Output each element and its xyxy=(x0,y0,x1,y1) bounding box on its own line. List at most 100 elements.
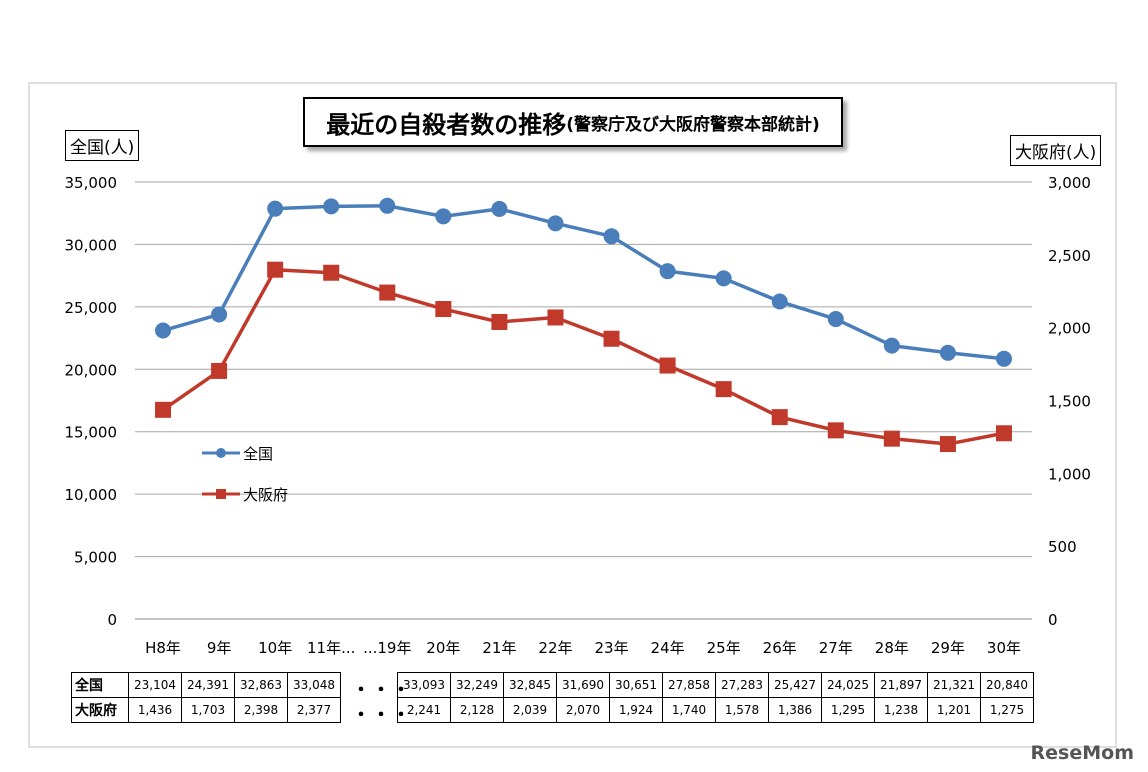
table-cell: 33,048 xyxy=(287,672,341,698)
table-cell: 23,104 xyxy=(128,672,182,698)
data-point xyxy=(491,200,508,217)
table-cell: 2,039 xyxy=(503,697,557,723)
table-cell: 2,070 xyxy=(556,697,610,723)
right-tick-label: 0 xyxy=(1048,611,1058,629)
table-cell: 27,858 xyxy=(662,672,716,698)
data-point xyxy=(379,197,396,214)
data-point xyxy=(211,306,228,323)
table-cell: 32,863 xyxy=(234,672,288,698)
data-point xyxy=(883,337,900,354)
gap-marker-2: ・・・ xyxy=(352,705,412,726)
data-point xyxy=(379,284,396,301)
data-point xyxy=(155,401,172,418)
table-cell: 24,391 xyxy=(181,672,235,698)
legend-marker xyxy=(216,448,226,458)
right-axis-ticks: 0 500 1,000 1,500 2,000 2,500 3,000 xyxy=(1048,174,1091,629)
data-point xyxy=(435,208,452,225)
table-cell: 1,578 xyxy=(715,697,769,723)
x-tick-label: 26年 xyxy=(763,639,797,657)
x-tick-label: 21年 xyxy=(482,639,516,657)
table-cell: 27,283 xyxy=(715,672,769,698)
left-tick-label: 0 xyxy=(107,611,117,629)
table-cell: 1,201 xyxy=(927,697,981,723)
data-point xyxy=(771,293,788,310)
table-cell: 1,275 xyxy=(980,697,1034,723)
table-cell: 1,436 xyxy=(128,697,182,723)
data-table-right: 33,093 32,249 32,845 31,690 30,651 27,858 27,2… xyxy=(397,672,1034,723)
table-cell: 2,377 xyxy=(287,697,341,723)
legend-label: 全国 xyxy=(243,445,273,463)
table-row: 全国 23,104 24,391 32,863 33,048 xyxy=(71,672,341,698)
right-axis-label: 大阪府(人) xyxy=(1010,135,1102,166)
x-tick-label: 11年... xyxy=(307,639,355,657)
series-line-0 xyxy=(162,204,1005,361)
x-tick-label: 24年 xyxy=(651,639,685,657)
chart-title-box: 最近の自殺者数の推移 (警察庁及び大阪府警察本部統計) xyxy=(303,97,843,147)
data-point xyxy=(659,263,676,280)
data-point xyxy=(715,381,732,398)
left-tick-label: 15,000 xyxy=(65,424,118,442)
table-cell: 32,845 xyxy=(503,672,557,698)
data-point xyxy=(827,311,844,328)
data-point xyxy=(603,228,620,245)
chart-subtitle: (警察庁及び大阪府警察本部統計) xyxy=(566,114,820,135)
data-point xyxy=(715,270,732,287)
data-point xyxy=(603,330,620,347)
data-point xyxy=(323,264,340,281)
table-cell: 1,238 xyxy=(874,697,928,723)
table-row: 33,093 32,249 32,845 31,690 30,651 27,858 27,2… xyxy=(397,672,1034,698)
data-point xyxy=(827,422,844,439)
table-row-label: 大阪府 xyxy=(71,697,129,723)
table-cell: 1,703 xyxy=(181,697,235,723)
data-point xyxy=(883,430,900,447)
series-lines xyxy=(155,197,1012,453)
table-cell: 2,398 xyxy=(234,697,288,723)
x-axis-categories: H8年 9年 10年 11年... ...19年 20年 21年 22年 23年 24年 25年 26… xyxy=(145,639,1021,657)
left-axis-ticks: 0 5,000 10,000 15,000 20,000 25,000 30,000 35,0… xyxy=(65,174,118,629)
data-point xyxy=(435,301,452,318)
left-tick-label: 25,000 xyxy=(65,299,118,317)
table-cell: 30,651 xyxy=(609,672,663,698)
x-tick-label: 28年 xyxy=(875,639,909,657)
table-cell: 33,093 xyxy=(397,672,451,698)
data-point xyxy=(323,198,340,215)
right-tick-label: 2,500 xyxy=(1048,247,1091,265)
data-table-left: 全国 23,104 24,391 32,863 33,048 大阪府 1,436 1,703 2… xyxy=(71,672,341,723)
data-point xyxy=(267,200,284,217)
right-tick-label: 3,000 xyxy=(1048,174,1091,192)
table-cell: 21,897 xyxy=(874,672,928,698)
table-cell: 21,321 xyxy=(927,672,981,698)
x-tick-label: 29年 xyxy=(931,639,965,657)
table-cell: 1,740 xyxy=(662,697,716,723)
legend-label: 大阪府 xyxy=(243,486,288,504)
table-cell: 2,128 xyxy=(450,697,504,723)
table-cell: 2,241 xyxy=(397,697,451,723)
left-tick-label: 35,000 xyxy=(65,174,118,192)
right-tick-label: 2,000 xyxy=(1048,320,1091,338)
gap-marker-1: ・・・ xyxy=(352,680,412,701)
x-tick-label: 20年 xyxy=(426,639,460,657)
data-point xyxy=(267,261,284,278)
table-cell: 25,427 xyxy=(768,672,822,698)
data-point xyxy=(155,322,172,339)
x-tick-label: 30年 xyxy=(987,639,1021,657)
legend-marker xyxy=(216,489,226,499)
left-tick-label: 10,000 xyxy=(65,486,118,504)
data-point xyxy=(211,362,228,379)
data-point xyxy=(771,409,788,426)
data-point xyxy=(491,313,508,330)
left-axis-label: 全国(人) xyxy=(65,130,140,161)
chart-frame xyxy=(28,82,1117,748)
x-tick-label: 22年 xyxy=(538,639,572,657)
data-point xyxy=(939,344,956,361)
table-cell: 24,025 xyxy=(821,672,875,698)
right-tick-label: 500 xyxy=(1048,538,1077,556)
table-row: 大阪府 1,436 1,703 2,398 2,377 xyxy=(71,697,341,723)
x-tick-label: H8年 xyxy=(145,639,181,657)
x-tick-label: 25年 xyxy=(707,639,741,657)
data-point xyxy=(995,350,1012,367)
x-tick-label: ...19年 xyxy=(363,639,411,657)
x-tick-label: 10年 xyxy=(258,639,292,657)
